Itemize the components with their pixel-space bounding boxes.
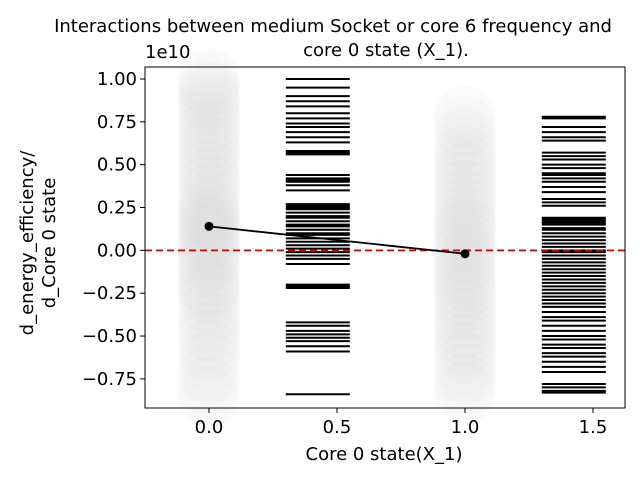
scatter-point-1-26 xyxy=(434,287,496,350)
scatter-point-0-33 xyxy=(178,270,240,333)
scatter-point-0-42 xyxy=(178,366,240,429)
scatter-point-0-15 xyxy=(178,162,240,225)
scatter-point-0-31 xyxy=(178,257,240,320)
y-tick-label-3: 0.00 xyxy=(97,240,137,261)
axes: 0.0 0.5 1.0 1.5 −0.75 −0.50 −0.25 0.00 0.25 0.50 0… xyxy=(82,66,626,438)
scatter-point-1-34 xyxy=(434,361,496,424)
scatter-point-0-8 xyxy=(178,107,240,170)
scatter-point-0-3 xyxy=(178,68,240,131)
scatter-point-0-22 xyxy=(178,202,240,265)
x-tick-label-1: 0.5 xyxy=(323,417,352,438)
scatter-point-0-4 xyxy=(178,73,240,136)
scatter-point-1-15 xyxy=(434,209,496,272)
scatter-point-1-29 xyxy=(434,313,496,376)
scatter-point-1-8 xyxy=(434,159,496,222)
scatter-point-0-5 xyxy=(178,82,240,145)
plot-area xyxy=(145,47,625,429)
scatter-point-0-0 xyxy=(178,47,240,110)
mean-line xyxy=(208,225,466,255)
x-axis-label: Core 0 state(X_1) xyxy=(306,444,463,465)
scatter-point-0-19 xyxy=(178,186,240,249)
scatter-point-0-6 xyxy=(178,90,240,153)
scatter-point-1-31 xyxy=(434,332,496,395)
scatter-point-1-6 xyxy=(434,142,496,205)
scatter-point-0-37 xyxy=(178,308,240,371)
x-tick-label-0: 0.0 xyxy=(195,417,224,438)
scatter-point-0-30 xyxy=(178,253,240,316)
scatter-point-1-32 xyxy=(434,342,496,405)
scatter-point-0-34 xyxy=(178,281,240,344)
plot-frame xyxy=(144,66,626,409)
y-tick-label-4: 0.25 xyxy=(97,198,137,219)
y-tick-label-6: 0.75 xyxy=(97,112,137,133)
y-tick-label-1: −0.50 xyxy=(82,326,137,347)
scatter-point-0-26 xyxy=(178,224,240,287)
scatter-point-1-9 xyxy=(434,167,496,230)
x-tick-label-2: 1.0 xyxy=(451,417,480,438)
scatter-point-1-30 xyxy=(434,322,496,385)
scatter-point-0-28 xyxy=(178,236,240,299)
scatter-point-0-11 xyxy=(178,130,240,193)
scatter-point-1-16 xyxy=(434,215,496,278)
y-axis-label-line-1: d_energy_efficiency/ xyxy=(17,150,38,336)
scatter-point-0-25 xyxy=(178,219,240,282)
x-tick-label-3: 1.5 xyxy=(579,417,608,438)
scatter-point-1-7 xyxy=(434,150,496,213)
chart-title-line-2: core 0 state (X_1). xyxy=(303,40,469,61)
y-offset-label: 1e10 xyxy=(145,42,190,63)
scatter-point-1-22 xyxy=(434,257,496,320)
scatter-point-1-4 xyxy=(434,125,496,188)
scatter-point-0-36 xyxy=(178,299,240,362)
scatter-point-1-21 xyxy=(434,250,496,313)
scatter-point-0-1 xyxy=(178,54,240,117)
scatter-point-0-41 xyxy=(178,356,240,419)
scatter-point-0-38 xyxy=(178,318,240,381)
y-tick-label-7: 1.00 xyxy=(97,69,137,90)
scatter-point-0-2 xyxy=(178,61,240,124)
scatter-point-0-9 xyxy=(178,116,240,179)
y-tick-label-0: −0.75 xyxy=(82,369,137,390)
scatter-point-1-33 xyxy=(434,353,496,416)
scatter-point-1-5 xyxy=(434,133,496,196)
scatter-point-0-35 xyxy=(178,291,240,354)
scatter-point-0-16 xyxy=(178,171,240,234)
scatter-point-1-11 xyxy=(434,185,496,248)
scatter-point-1-28 xyxy=(434,305,496,368)
scatter-point-1-12 xyxy=(434,191,496,254)
y-tick-label-2: −0.25 xyxy=(82,283,137,304)
scatter-point-0-27 xyxy=(178,229,240,292)
scatter-point-0-14 xyxy=(178,154,240,217)
mean-point-0 xyxy=(204,221,214,231)
scatter-point-0-32 xyxy=(178,262,240,325)
scatter-point-0-17 xyxy=(178,176,240,239)
scatter-point-0-23 xyxy=(178,207,240,270)
scatter-point-1-1 xyxy=(434,95,496,158)
scatter-point-0-10 xyxy=(178,121,240,184)
scatter-point-1-13 xyxy=(434,197,496,260)
scatter-point-1-0 xyxy=(434,85,496,148)
scatter-point-1-10 xyxy=(434,176,496,239)
scatter-point-1-27 xyxy=(434,296,496,359)
scatter-point-1-23 xyxy=(434,263,496,326)
scatter-point-0-13 xyxy=(178,147,240,210)
mean-point-1 xyxy=(460,249,470,259)
scatter-point-0-29 xyxy=(178,245,240,308)
scatter-point-1-18 xyxy=(434,229,496,292)
scatter-point-1-25 xyxy=(434,279,496,342)
scatter-point-1-24 xyxy=(434,270,496,333)
chart-title-line-1: Interactions between medium Socket or co… xyxy=(54,16,612,37)
y-tick-label-5: 0.50 xyxy=(97,155,137,176)
scatter-point-1-3 xyxy=(434,116,496,179)
scatter-point-0-7 xyxy=(178,99,240,162)
scatter-point-0-40 xyxy=(178,342,240,405)
scatter-point-0-39 xyxy=(178,330,240,393)
y-axis-label-line-2: d_Core 0 state xyxy=(39,178,60,309)
scatter-point-1-14 xyxy=(434,202,496,265)
scatter-point-1-20 xyxy=(434,243,496,306)
scatter-point-0-12 xyxy=(178,138,240,201)
scatter-point-1-2 xyxy=(434,106,496,169)
